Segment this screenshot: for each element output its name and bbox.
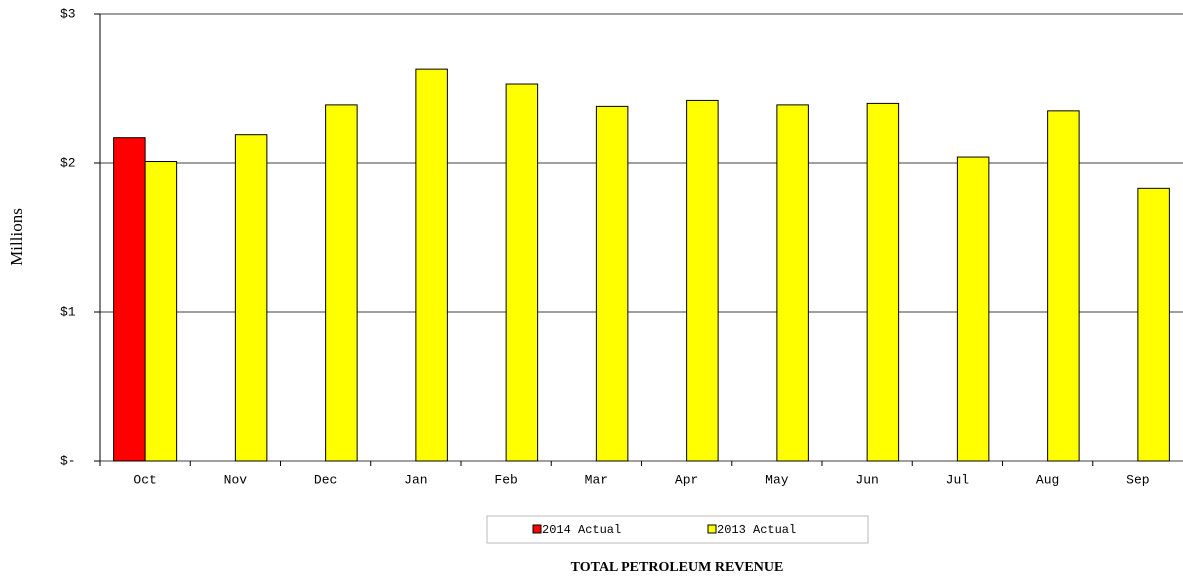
legend-label: 2014 Actual (542, 523, 621, 537)
bar (595, 105, 629, 462)
legend-swatch (707, 524, 717, 534)
y-tick-label: $- (60, 453, 76, 468)
y-axis-label: Millions (7, 208, 26, 266)
x-tick-label: Mar (585, 472, 608, 487)
bar (1137, 187, 1170, 462)
x-tick-label: Dec (314, 472, 337, 487)
bar (866, 102, 900, 462)
y-tick-label: $1 (60, 304, 76, 319)
x-tick-label: Aug (1036, 472, 1059, 487)
bar (776, 104, 809, 462)
bar (415, 68, 448, 462)
legend-box (486, 515, 869, 544)
bar (505, 83, 539, 462)
bar (234, 134, 268, 462)
x-tick-label: Jan (404, 472, 427, 487)
bar (113, 137, 146, 462)
x-tick-label: Apr (675, 472, 698, 487)
y-tick-label: $2 (60, 155, 76, 170)
bar (325, 104, 358, 462)
bar (1047, 110, 1080, 462)
x-tick-label: Oct (133, 472, 156, 487)
x-tick-label: Nov (224, 472, 248, 487)
legend-swatch (532, 524, 542, 534)
x-tick-label: Sep (1126, 472, 1149, 487)
chart-title: TOTAL PETROLEUM REVENUE (571, 560, 784, 575)
bar (144, 161, 178, 462)
bar (956, 156, 990, 462)
x-tick-label: Feb (494, 472, 517, 487)
x-tick-label: Jul (946, 472, 970, 487)
y-tick-label: $3 (60, 6, 76, 21)
x-tick-label: Jun (855, 472, 878, 487)
bar (686, 99, 719, 462)
legend-label: 2013 Actual (717, 523, 796, 537)
x-tick-label: May (765, 472, 789, 487)
